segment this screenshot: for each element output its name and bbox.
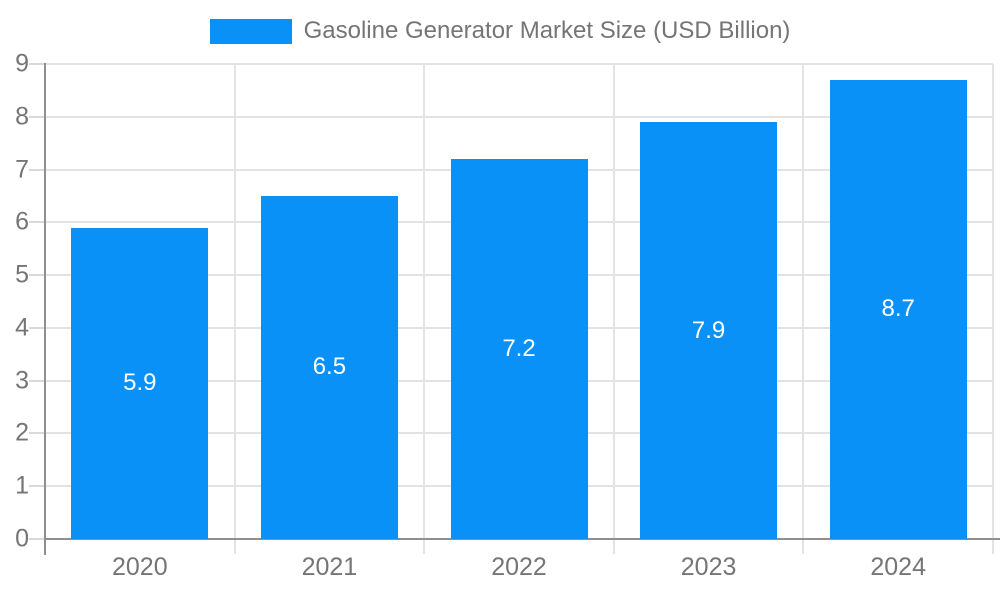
y-axis-tick [29, 379, 45, 382]
y-axis-label: 5 [15, 260, 29, 289]
bar-2022[interactable]: 7.2 [450, 159, 588, 539]
y-axis-tick [29, 63, 45, 65]
y-axis-label: 2 [15, 418, 29, 447]
x-axis-label: 2022 [491, 553, 547, 581]
y-axis-label: 9 [15, 49, 29, 78]
bar-value-label: 7.2 [502, 335, 536, 362]
y-axis-label: 8 [15, 102, 29, 131]
y-axis-label: 6 [15, 207, 29, 236]
legend[interactable]: Gasoline Generator Market Size (USD Bill… [0, 17, 1000, 45]
bar-value-label: 5.9 [123, 369, 157, 397]
y-axis-label: 1 [15, 471, 29, 500]
y-axis-tick [29, 115, 45, 118]
x-axis-label: 2023 [680, 553, 737, 581]
y-axis-label: 4 [15, 313, 29, 342]
y-axis-tick [29, 326, 45, 329]
x-axis-label: 2024 [870, 553, 926, 581]
y-axis-tick [29, 432, 45, 435]
y-axis-tick [29, 274, 45, 277]
y-axis-tick [29, 485, 45, 488]
bar-2023[interactable]: 7.9 [640, 122, 778, 539]
gridline-v [802, 64, 805, 554]
bar-value-label: 6.5 [312, 353, 347, 381]
y-axis-line [44, 63, 46, 555]
bar-value-label: 8.7 [881, 295, 915, 323]
bar-2020[interactable]: 5.9 [71, 227, 209, 539]
y-axis-label: 0 [15, 524, 29, 553]
gridline-v [612, 64, 615, 554]
y-axis-tick [29, 221, 45, 224]
y-axis-tick [29, 168, 45, 171]
bar-value-label: 7.9 [691, 316, 726, 344]
gridline-h [45, 63, 993, 65]
y-axis-label: 7 [15, 155, 29, 184]
gridline-v [992, 64, 994, 554]
legend-label: Gasoline Generator Market Size (USD Bill… [303, 17, 791, 44]
bar-2024[interactable]: 8.7 [829, 79, 967, 539]
y-axis-tick [29, 538, 45, 540]
legend-swatch [209, 18, 292, 44]
gridline-v [233, 64, 236, 554]
x-axis-label: 2021 [301, 553, 358, 581]
gridline-v [423, 64, 426, 554]
plot-area: 0 1 2 3 4 5 6 7 8 9 5.9 2020 6.5 2021 7.2 2022 7.9 2023 8.… [15, 51, 1000, 581]
gridline-h [45, 115, 993, 118]
x-axis-label: 2020 [111, 553, 168, 581]
x-axis-line [45, 538, 1000, 540]
y-axis-label: 3 [15, 366, 29, 395]
bar-2021[interactable]: 6.5 [260, 195, 398, 539]
